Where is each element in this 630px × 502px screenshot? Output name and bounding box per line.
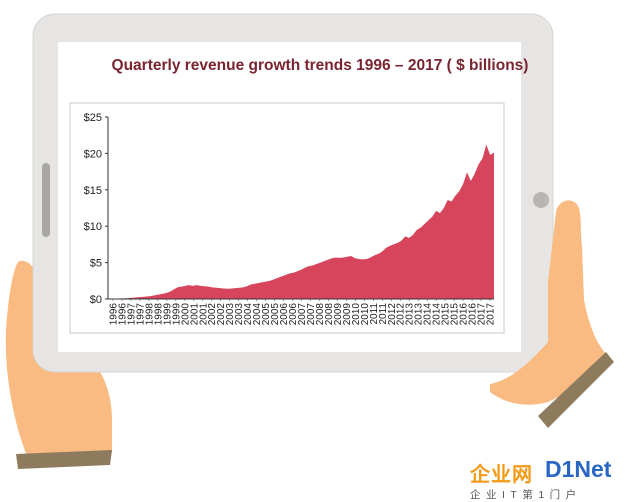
x-tick-label: 2004 [252, 303, 263, 326]
y-tick-label: $20 [84, 148, 102, 160]
x-tick-label: 2010 [360, 303, 371, 326]
x-tick-label: 1999 [162, 303, 173, 326]
tablet-home-button [533, 192, 549, 208]
x-tick-label: 2007 [306, 303, 317, 326]
x-tick-label: 2008 [324, 303, 335, 326]
x-tick-label: 2008 [315, 303, 326, 326]
y-tick-label: $25 [84, 112, 102, 124]
x-tick-label: 2004 [243, 303, 254, 326]
x-tick-label: 2006 [288, 303, 299, 326]
x-tick-label: 2003 [234, 303, 245, 326]
x-tick-label: 1996 [109, 303, 120, 326]
x-tick-label: 2011 [369, 303, 380, 325]
x-tick-label: 2009 [342, 303, 353, 326]
x-tick-label: 2007 [297, 303, 308, 326]
y-tick-label: $10 [84, 221, 102, 233]
chart-title: Quarterly revenue growth trends 1996 – 2… [111, 57, 529, 74]
x-tick-label: 2000 [180, 303, 191, 326]
x-tick-label: 2005 [261, 303, 272, 326]
x-tick-label: 2011 [378, 303, 389, 325]
x-tick-label: 1997 [126, 303, 137, 326]
x-tick-label: 2012 [387, 303, 398, 326]
x-tick-label: 1996 [117, 303, 128, 326]
y-tick-label: $5 [90, 258, 102, 270]
watermark-tagline: 企业IT第1门户 [470, 489, 582, 501]
x-tick-label: 2013 [405, 303, 416, 326]
x-tick-label: 2016 [459, 303, 470, 326]
y-tick-label: $15 [84, 185, 102, 197]
plot-area: $0$5$10$15$20$25199619961997199719981998… [84, 112, 497, 325]
x-tick-label: 2001 [198, 303, 209, 326]
x-tick-label: 2014 [432, 303, 443, 326]
watermark-logo-en: D1Net [545, 456, 612, 482]
watermark-logo-cn: 企业网 [470, 464, 533, 486]
x-tick-label: 2005 [270, 303, 281, 326]
x-tick-label: 2003 [225, 303, 236, 326]
x-tick-label: 2002 [207, 303, 218, 326]
y-tick-label: $0 [90, 294, 102, 306]
x-tick-label: 2015 [450, 303, 461, 326]
x-tick-label: 2012 [396, 303, 407, 326]
x-tick-label: 2009 [333, 303, 344, 326]
x-tick-label: 2013 [414, 303, 425, 326]
x-tick-label: 1998 [153, 303, 164, 326]
x-tick-label: 1998 [144, 303, 155, 326]
x-tick-label: 2001 [189, 303, 200, 326]
x-tick-label: 2017 [477, 303, 488, 326]
x-tick-label: 2010 [351, 303, 362, 326]
revenue-area-series [108, 144, 494, 299]
x-tick-label: 1999 [171, 303, 182, 326]
right-hand-illustration [490, 200, 614, 428]
x-tick-label: 2002 [216, 303, 227, 326]
x-tick-label: 2016 [468, 303, 479, 326]
x-tick-label: 2006 [279, 303, 290, 326]
tablet-side-button [42, 163, 50, 237]
x-tick-label: 2017 [486, 303, 497, 326]
x-tick-label: 1997 [135, 303, 146, 326]
x-tick-label: 2015 [441, 303, 452, 326]
x-tick-label: 2014 [423, 303, 434, 326]
